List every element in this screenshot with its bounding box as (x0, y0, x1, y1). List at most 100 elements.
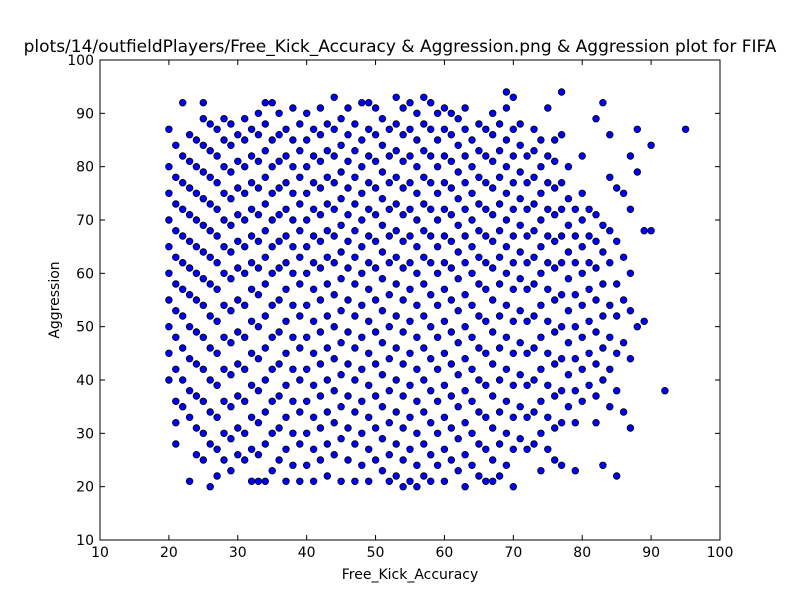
data-point (234, 328, 242, 336)
x-tick-label: 10 (91, 545, 109, 561)
data-point (454, 194, 462, 203)
data-point (557, 291, 566, 299)
data-point (433, 461, 442, 469)
data-point (544, 349, 552, 357)
data-point (192, 189, 201, 197)
data-point (220, 242, 228, 251)
data-point (268, 162, 276, 171)
data-point (475, 226, 483, 235)
data-point (323, 472, 331, 480)
data-point (613, 280, 621, 288)
data-point (247, 152, 256, 160)
data-point (234, 157, 242, 165)
data-point (427, 477, 435, 485)
data-point (303, 365, 311, 373)
data-point (323, 312, 331, 320)
data-point (261, 376, 269, 384)
data-point (240, 189, 249, 197)
data-point (571, 259, 579, 267)
data-point (254, 264, 263, 272)
data-point (275, 392, 283, 400)
data-point (544, 205, 552, 213)
data-point (592, 392, 600, 400)
data-point (309, 445, 318, 453)
data-point (185, 210, 194, 219)
data-point (495, 312, 504, 320)
data-point (489, 184, 497, 192)
data-point (296, 200, 304, 208)
data-point (475, 344, 483, 352)
data-point (199, 221, 207, 229)
data-point (289, 242, 297, 251)
data-point (516, 371, 524, 379)
data-point (544, 445, 552, 453)
data-point (578, 242, 586, 251)
data-point (220, 301, 228, 309)
data-point (626, 424, 635, 432)
data-point (592, 210, 600, 219)
data-point (337, 435, 345, 443)
data-point (433, 162, 442, 171)
data-point (289, 365, 297, 373)
data-point (213, 125, 221, 133)
data-point (268, 397, 276, 405)
data-point (427, 259, 435, 267)
data-point (516, 141, 524, 149)
data-point (585, 381, 593, 389)
data-point (303, 189, 311, 197)
data-point (323, 120, 331, 128)
y-axis-label: Aggression (47, 261, 63, 338)
data-point (378, 168, 387, 176)
data-point (564, 194, 573, 203)
data-point (420, 253, 428, 261)
data-point (509, 259, 517, 267)
data-point (440, 477, 449, 485)
data-point (289, 189, 297, 197)
data-point (365, 349, 373, 357)
data-point (454, 114, 462, 123)
data-point (247, 125, 256, 133)
data-point (482, 349, 490, 357)
data-point (220, 333, 228, 341)
data-point (433, 189, 442, 197)
data-point (268, 429, 276, 437)
data-point (613, 312, 621, 320)
data-point (551, 360, 559, 368)
data-point (640, 317, 648, 325)
data-point (489, 130, 497, 139)
data-point (406, 477, 414, 485)
data-point (344, 360, 352, 368)
data-point (461, 419, 469, 427)
data-point (406, 381, 414, 389)
plot-border (99, 59, 721, 541)
data-point (530, 344, 538, 352)
data-point (406, 125, 414, 133)
data-point (371, 296, 380, 304)
data-point (220, 136, 228, 144)
data-point (502, 216, 511, 224)
data-point (447, 360, 455, 368)
data-point (482, 152, 490, 160)
data-point (351, 253, 359, 261)
data-point (406, 98, 414, 107)
data-point (172, 141, 180, 149)
data-point (551, 392, 559, 400)
data-point (551, 136, 559, 144)
data-point (551, 210, 559, 219)
data-point (413, 189, 421, 197)
data-point (261, 120, 269, 128)
data-point (227, 248, 235, 256)
data-point (399, 328, 407, 336)
data-point (413, 242, 421, 251)
data-point (420, 408, 428, 416)
data-point (296, 280, 304, 288)
data-point (530, 173, 538, 181)
data-point (199, 114, 207, 123)
data-point (378, 339, 387, 347)
data-point (564, 275, 573, 283)
data-point (516, 307, 524, 315)
data-point (427, 125, 435, 133)
data-point (289, 269, 297, 277)
data-point (165, 349, 173, 357)
data-point (606, 365, 614, 373)
